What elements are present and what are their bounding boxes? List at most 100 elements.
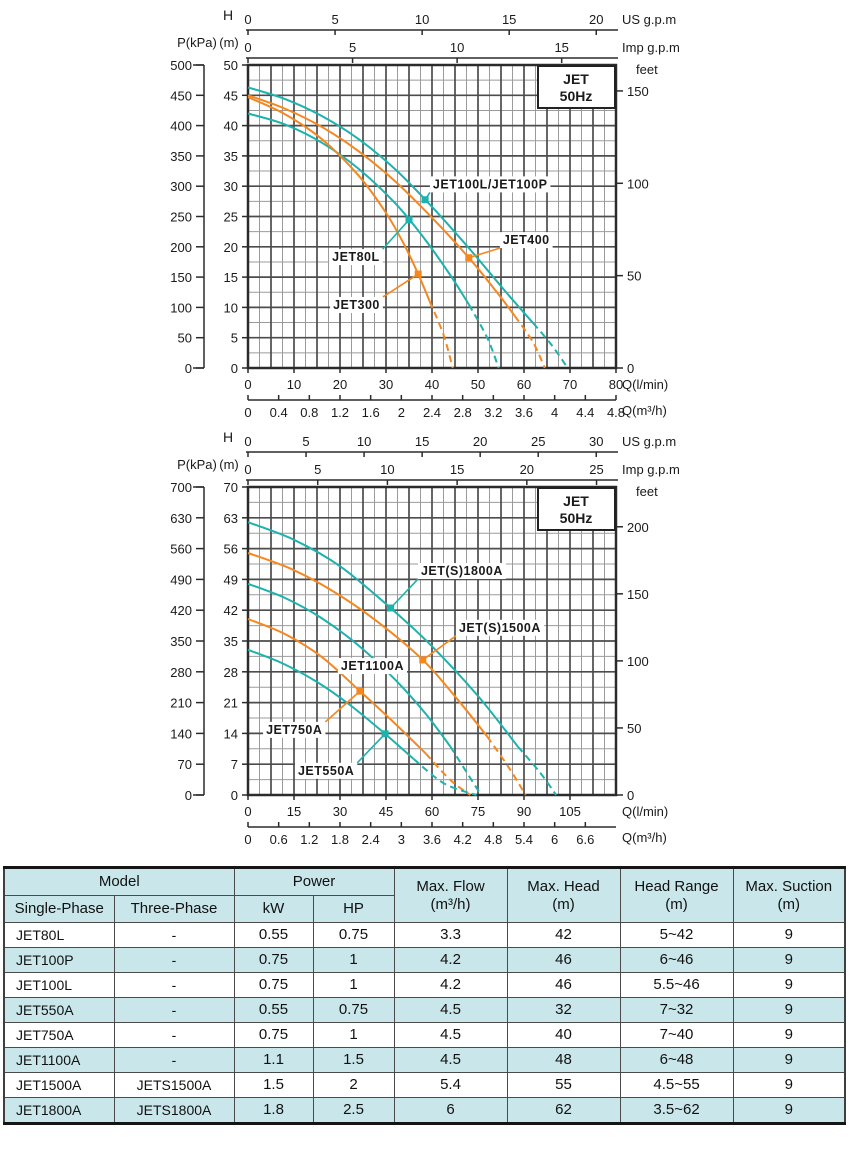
page: 0 5 10 15 20 25 30 35 40 45 50 H (m) 0 50 100 150 200 250 3… bbox=[3, 7, 847, 1125]
spec-cell: 7~40 bbox=[619, 1022, 734, 1048]
header-max-head: Max. Head (m) bbox=[506, 867, 621, 923]
lmin-tick-label: 60 bbox=[425, 804, 439, 819]
curve-solid bbox=[247, 86, 534, 324]
spec-cell: 55 bbox=[506, 1072, 621, 1098]
feet-axis-title: feet bbox=[636, 484, 658, 499]
spec-cell: 6~48 bbox=[619, 1047, 734, 1073]
gpm-tick-label: 30 bbox=[589, 434, 603, 449]
curve-dashed bbox=[412, 758, 477, 796]
m3h-tick-label: 4 bbox=[551, 405, 558, 420]
imp-gpm-axis-title: Imp g.p.m bbox=[622, 462, 680, 477]
spec-cell: JET100P bbox=[3, 947, 115, 973]
lmin-tick-label: 45 bbox=[379, 804, 393, 819]
spec-cell: - bbox=[113, 1047, 235, 1073]
svg-text:50Hz: 50Hz bbox=[560, 88, 593, 104]
p-tick-label: 420 bbox=[170, 603, 192, 618]
spec-cell: 40 bbox=[506, 1022, 621, 1048]
spec-cell: 1.5 bbox=[312, 1047, 395, 1073]
curve-label-bg bbox=[417, 563, 506, 580]
spec-cell: 0.75 bbox=[312, 997, 395, 1023]
curve-label-bg bbox=[455, 619, 544, 636]
spec-cell: 48 bbox=[506, 1047, 621, 1073]
spec-cell: JET750A bbox=[3, 1022, 115, 1048]
lmin-tick-label: 90 bbox=[517, 804, 531, 819]
feet-tick-label: 150 bbox=[627, 587, 649, 602]
gpm-tick-label: 10 bbox=[380, 462, 394, 477]
curve-solid bbox=[247, 582, 452, 748]
h-tick-label: 70 bbox=[224, 480, 238, 495]
lmin-tick-label: 10 bbox=[287, 377, 301, 392]
spec-cell: 5~42 bbox=[619, 922, 734, 948]
p-tick-label: 250 bbox=[170, 210, 192, 225]
lmin-axis-title: Q(l/min) bbox=[622, 804, 668, 819]
spec-cell: JET550A bbox=[3, 997, 115, 1023]
spec-cell: 0.75 bbox=[233, 1022, 314, 1048]
curve-solid bbox=[247, 96, 431, 302]
curve-label: JET1100A bbox=[341, 659, 404, 673]
spec-cell: 9 bbox=[732, 922, 846, 948]
pump-curve-JET400 bbox=[247, 94, 546, 369]
h-axis-title: H bbox=[223, 7, 233, 23]
h-tick-label: 63 bbox=[224, 511, 238, 526]
p-tick-label: 300 bbox=[170, 179, 192, 194]
spec-cell: 3.5~62 bbox=[619, 1097, 734, 1124]
lmin-axis: 0 10 20 30 40 50 60 70 80Q(l/min) bbox=[244, 368, 668, 392]
m3h-tick-label: 2.4 bbox=[423, 405, 441, 420]
p-tick-label: 140 bbox=[170, 726, 192, 741]
h-tick-label: 15 bbox=[224, 270, 238, 285]
feet-axis: 0 50 100 150 200 feet bbox=[616, 484, 658, 803]
spec-cell: - bbox=[113, 1022, 235, 1048]
h-axis-unit: (m) bbox=[219, 35, 239, 50]
spec-cell: 4.2 bbox=[393, 947, 508, 973]
m3h-tick-label: 2.4 bbox=[362, 832, 380, 847]
gpm-tick-label: 15 bbox=[450, 462, 464, 477]
spec-table-header: Model Power Max. Flow (m³/h) Max. Head (m)… bbox=[3, 867, 846, 923]
us-gpm-axis-title: US g.p.m bbox=[622, 12, 676, 27]
curve-label: JET(S)1800A bbox=[421, 564, 503, 578]
m3h-tick-label: 4.8 bbox=[484, 832, 502, 847]
spec-cell: 1.5 bbox=[233, 1072, 314, 1098]
spec-cell: 9 bbox=[732, 1072, 846, 1098]
h-tick-label: 35 bbox=[224, 634, 238, 649]
gpm-tick-label: 10 bbox=[415, 12, 429, 27]
gpm-tick-label: 20 bbox=[520, 462, 534, 477]
curve-solid bbox=[247, 94, 516, 317]
lmin-tick-label: 80 bbox=[609, 377, 623, 392]
feet-axis-title: feet bbox=[636, 62, 658, 77]
m3h-tick-label: 4.4 bbox=[576, 405, 594, 420]
curve-label: JET300 bbox=[333, 298, 380, 312]
curve-solid bbox=[247, 552, 488, 738]
curve-marker-dot bbox=[387, 604, 395, 612]
curve-dashed bbox=[425, 752, 471, 796]
gpm-tick-label: 25 bbox=[531, 434, 545, 449]
spec-cell: 62 bbox=[506, 1097, 621, 1124]
h-tick-label: 14 bbox=[224, 726, 238, 741]
feet-tick-label: 100 bbox=[627, 654, 649, 669]
lmin-tick-label: 40 bbox=[425, 377, 439, 392]
curve-marker-dot bbox=[381, 730, 389, 738]
feet-tick-label: 0 bbox=[627, 361, 634, 376]
m3h-tick-label: 6.6 bbox=[576, 832, 594, 847]
spec-cell: 1.1 bbox=[233, 1047, 314, 1073]
table-row: JET1500A JETS1500A 1.5 2 5.4 55 4.5~55 9 bbox=[3, 1072, 846, 1098]
feet-tick-label: 100 bbox=[627, 176, 649, 191]
p-tick-label: 560 bbox=[170, 542, 192, 557]
h-tick-label: 30 bbox=[224, 179, 238, 194]
curve-marker-dot bbox=[465, 254, 473, 262]
spec-cell: 9 bbox=[732, 997, 846, 1023]
spec-cell: JET1800A bbox=[3, 1097, 115, 1124]
m3h-tick-label: 0.6 bbox=[270, 832, 288, 847]
p-axis-title: P(kPa) bbox=[177, 457, 217, 472]
curve-dashed bbox=[486, 735, 527, 796]
h-tick-label: 45 bbox=[224, 88, 238, 103]
h-tick-label: 10 bbox=[224, 300, 238, 315]
feet-axis: 0 50 100 150 feet bbox=[616, 62, 658, 376]
spec-cell: JET80L bbox=[3, 922, 115, 948]
curve-marker-dot bbox=[419, 656, 427, 664]
curve-label: JET100L/JET100P bbox=[433, 177, 548, 191]
chart-1: 05101520253035404550H(m)0501001502002503… bbox=[170, 7, 680, 420]
label-leader-line bbox=[382, 219, 410, 250]
label-leader-line bbox=[422, 635, 457, 661]
curve-label-group: JET550A bbox=[294, 730, 389, 779]
